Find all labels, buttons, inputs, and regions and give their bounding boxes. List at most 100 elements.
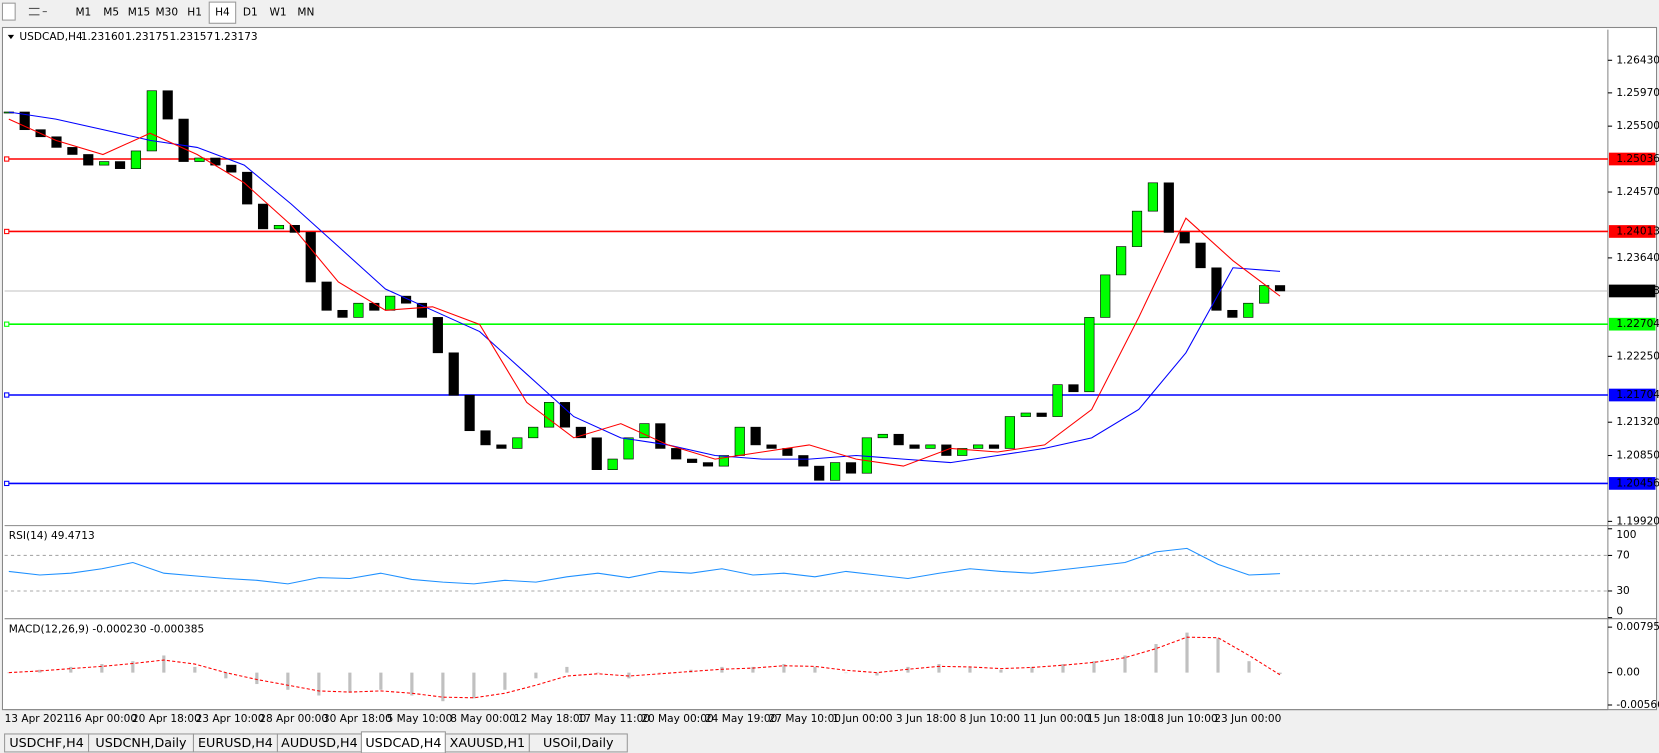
macd-bar <box>968 666 972 673</box>
candle <box>99 161 110 166</box>
timeframe-button[interactable] <box>153 2 181 24</box>
candle <box>83 154 94 166</box>
candle <box>178 118 189 162</box>
rsi-tick-label: 30 <box>1616 585 1630 597</box>
timeframe-button[interactable] <box>292 2 320 24</box>
timeframe-label[interactable]: M5 <box>103 7 119 19</box>
candle <box>464 394 475 432</box>
candle <box>718 455 729 467</box>
timeframe-button[interactable] <box>70 2 97 24</box>
macd-bar <box>596 672 600 674</box>
time-label: 11 Jun 00:00 <box>1023 713 1090 725</box>
ohlc-value: 1.23157 <box>170 31 214 43</box>
timeframe-label[interactable]: H4 <box>215 7 230 19</box>
level-handle[interactable] <box>4 392 10 398</box>
candle <box>1052 384 1063 417</box>
timeframe-button[interactable] <box>97 2 125 24</box>
candle <box>559 402 571 428</box>
candle <box>766 444 777 449</box>
timeframe-button[interactable] <box>237 2 264 24</box>
level-handle[interactable] <box>4 321 10 327</box>
candle <box>1163 182 1174 233</box>
level-handle[interactable] <box>4 156 10 162</box>
candle <box>353 302 364 318</box>
candle <box>1179 232 1190 244</box>
macd-bar <box>379 672 383 690</box>
level-handle[interactable] <box>4 228 10 235</box>
timeframe-button[interactable] <box>264 2 292 24</box>
candle <box>67 147 78 155</box>
collapse-arrow[interactable] <box>7 34 15 40</box>
macd-bar <box>937 664 941 673</box>
macd-bar <box>875 672 879 676</box>
timeframe-label[interactable]: M30 <box>156 7 179 19</box>
price-tick-label: 1.25970 <box>1616 87 1659 99</box>
current-price-label-bg <box>1608 284 1656 298</box>
time-label: 16 Apr 00:00 <box>68 713 137 725</box>
macd-bar <box>131 661 135 673</box>
price-tick-label: 1.25500 <box>1616 120 1659 132</box>
level-label-bg <box>1608 225 1656 238</box>
timeframe-label[interactable]: MN <box>297 7 314 19</box>
tab-label[interactable]: USDCAD,H4 <box>365 735 441 750</box>
macd-bar <box>1123 655 1127 673</box>
rsi-line <box>8 547 1281 585</box>
level-label-bg <box>1608 477 1656 490</box>
timeframe-label[interactable]: W1 <box>269 7 286 19</box>
candle <box>1020 412 1031 417</box>
objects-tool[interactable] <box>28 7 47 16</box>
candle <box>273 224 285 230</box>
timeframe-label[interactable]: M15 <box>128 7 151 19</box>
candle <box>337 309 348 318</box>
time-label: 20 May 00:00 <box>641 713 714 725</box>
macd-bar <box>844 672 848 674</box>
candle <box>369 302 380 311</box>
time-label: 13 Apr 2021 <box>5 713 70 725</box>
candle <box>1274 285 1286 292</box>
time-label: 8 Jun 10:00 <box>960 713 1021 725</box>
timeframe-button[interactable] <box>181 2 208 24</box>
timeframe-button[interactable] <box>208 1 237 24</box>
timeframe-label[interactable]: H1 <box>187 7 202 19</box>
candle <box>448 352 459 396</box>
timeframe-label[interactable]: D1 <box>243 7 258 19</box>
candle <box>623 437 634 460</box>
macd-bar <box>317 672 321 696</box>
macd-bar <box>813 666 817 673</box>
candle <box>1243 302 1254 318</box>
candle <box>607 458 618 470</box>
tab[interactable] <box>528 733 628 753</box>
macd-bar <box>999 669 1003 673</box>
tab-label[interactable]: USDCNH,Daily <box>95 735 187 750</box>
macd-tick-label: 0.00 <box>1616 667 1640 679</box>
level-handle[interactable] <box>4 480 10 487</box>
tab-label[interactable]: XAUUSD,H1 <box>450 735 525 750</box>
macd-bar <box>782 664 786 673</box>
tab-label[interactable]: EURUSD,H4 <box>198 735 273 750</box>
candle <box>130 150 142 169</box>
price-tick-label: 1.22250 <box>1616 350 1659 362</box>
timeframe-button[interactable] <box>125 2 153 24</box>
macd-bar <box>1154 644 1158 673</box>
macd-bar <box>751 666 755 673</box>
candle <box>1259 285 1270 304</box>
macd-bar <box>1092 661 1096 673</box>
tab-label[interactable]: USDCHF,H4 <box>9 735 83 750</box>
candle <box>957 448 968 456</box>
price-tick-label: 1.20850 <box>1616 450 1659 462</box>
tab-label[interactable]: USOil,Daily <box>543 735 614 750</box>
candle <box>925 444 936 449</box>
text-tool[interactable] <box>1 2 16 21</box>
moving-average <box>8 118 1281 467</box>
candle <box>51 136 62 148</box>
macd-label: MACD(12,26,9) -0.000230 -0.000385 <box>9 623 204 635</box>
candle <box>146 90 157 152</box>
candle <box>1068 384 1079 393</box>
timeframe-label[interactable]: M1 <box>75 7 91 19</box>
candle <box>543 402 555 428</box>
level-label: 1.24013 <box>1616 225 1659 237</box>
candle <box>416 302 428 318</box>
tab-label[interactable]: AUDUSD,H4 <box>281 735 358 750</box>
candle <box>528 426 539 439</box>
